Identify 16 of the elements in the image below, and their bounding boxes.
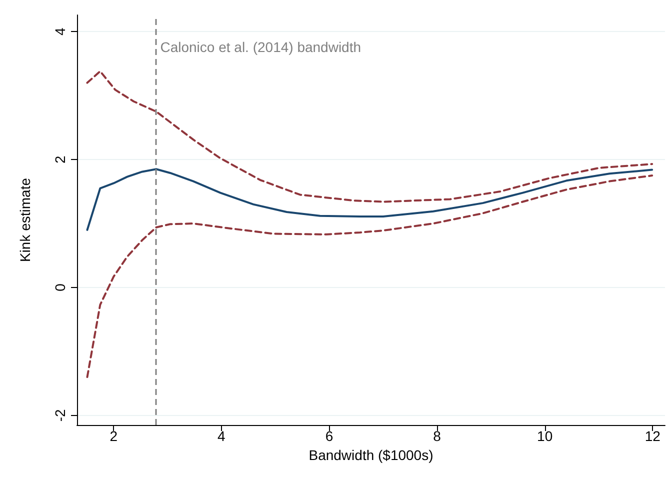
x-tick-label: 4: [218, 428, 226, 444]
y-axis-title: Kink estimate: [17, 178, 33, 262]
x-tick-label: 6: [325, 428, 334, 444]
line-series: [86, 174, 654, 378]
x-tick-label: 2: [110, 428, 118, 444]
y-tick-label: 0: [52, 283, 68, 292]
x-axis-title: Bandwidth ($1000s): [308, 446, 434, 463]
x-tick-label: 10: [537, 428, 553, 444]
x-tick-label: 12: [644, 428, 661, 444]
y-tick-label: -2: [52, 408, 68, 422]
x-tick-label: 8: [433, 428, 442, 444]
line-series: [86, 168, 654, 231]
y-tick-label: 4: [52, 28, 68, 36]
y-tick-label: 2: [52, 155, 68, 164]
line-series: [86, 70, 654, 203]
ref-line-label: Calonico et al. (2014) bandwidth: [160, 39, 362, 55]
